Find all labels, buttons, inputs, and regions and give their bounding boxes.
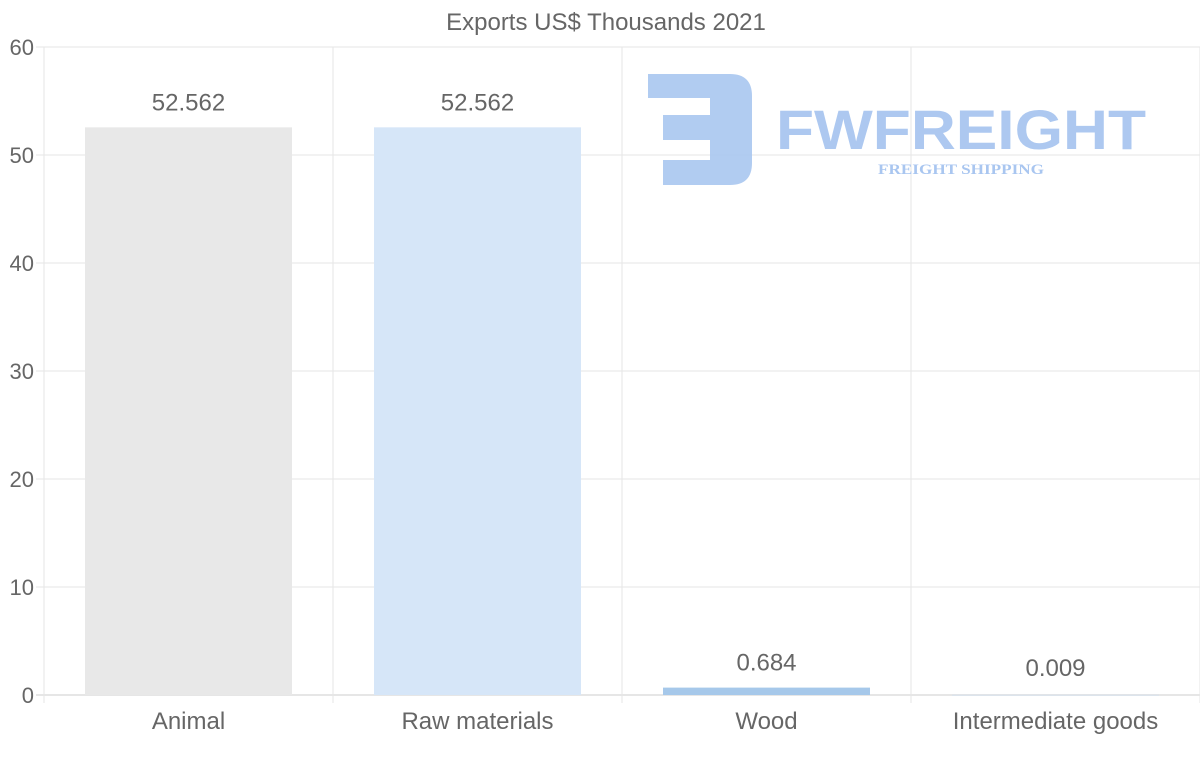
chart-title: Exports US$ Thousands 2021 [446,9,766,36]
logo-mark-icon [648,74,752,185]
data-label: 0.009 [1025,655,1085,682]
y-tick-label: 60 [10,35,34,60]
y-tick-label: 30 [10,359,34,384]
y-tick-label: 0 [22,683,34,708]
watermark-tagline: FREIGHT SHIPPING [878,162,1044,178]
data-labels: 52.562 52.562 0.684 0.009 [152,89,1086,682]
watermark-brand: FWFREIGHT [776,98,1146,161]
x-tick-label: Animal [152,708,225,735]
bars [85,127,1159,696]
y-tick-label: 40 [10,251,34,276]
x-tick-label: Raw materials [401,708,553,735]
data-label: 52.562 [441,89,514,116]
data-label: 0.684 [736,650,796,677]
x-tick-label: Intermediate goods [953,708,1158,735]
y-axis-ticks: 0 10 20 30 40 50 60 [10,35,34,708]
x-tick-label: Wood [735,708,797,735]
x-axis-ticks: Animal Raw materials Wood Intermediate good… [152,708,1158,735]
y-tick-label: 10 [10,575,34,600]
data-label: 52.562 [152,89,225,116]
bar-raw-materials [374,127,581,696]
fwfreight-logo-watermark [648,74,752,185]
y-tick-label: 50 [10,143,34,168]
bar-animal [85,127,292,696]
bar-wood [663,687,870,695]
y-tick-label: 20 [10,467,34,492]
